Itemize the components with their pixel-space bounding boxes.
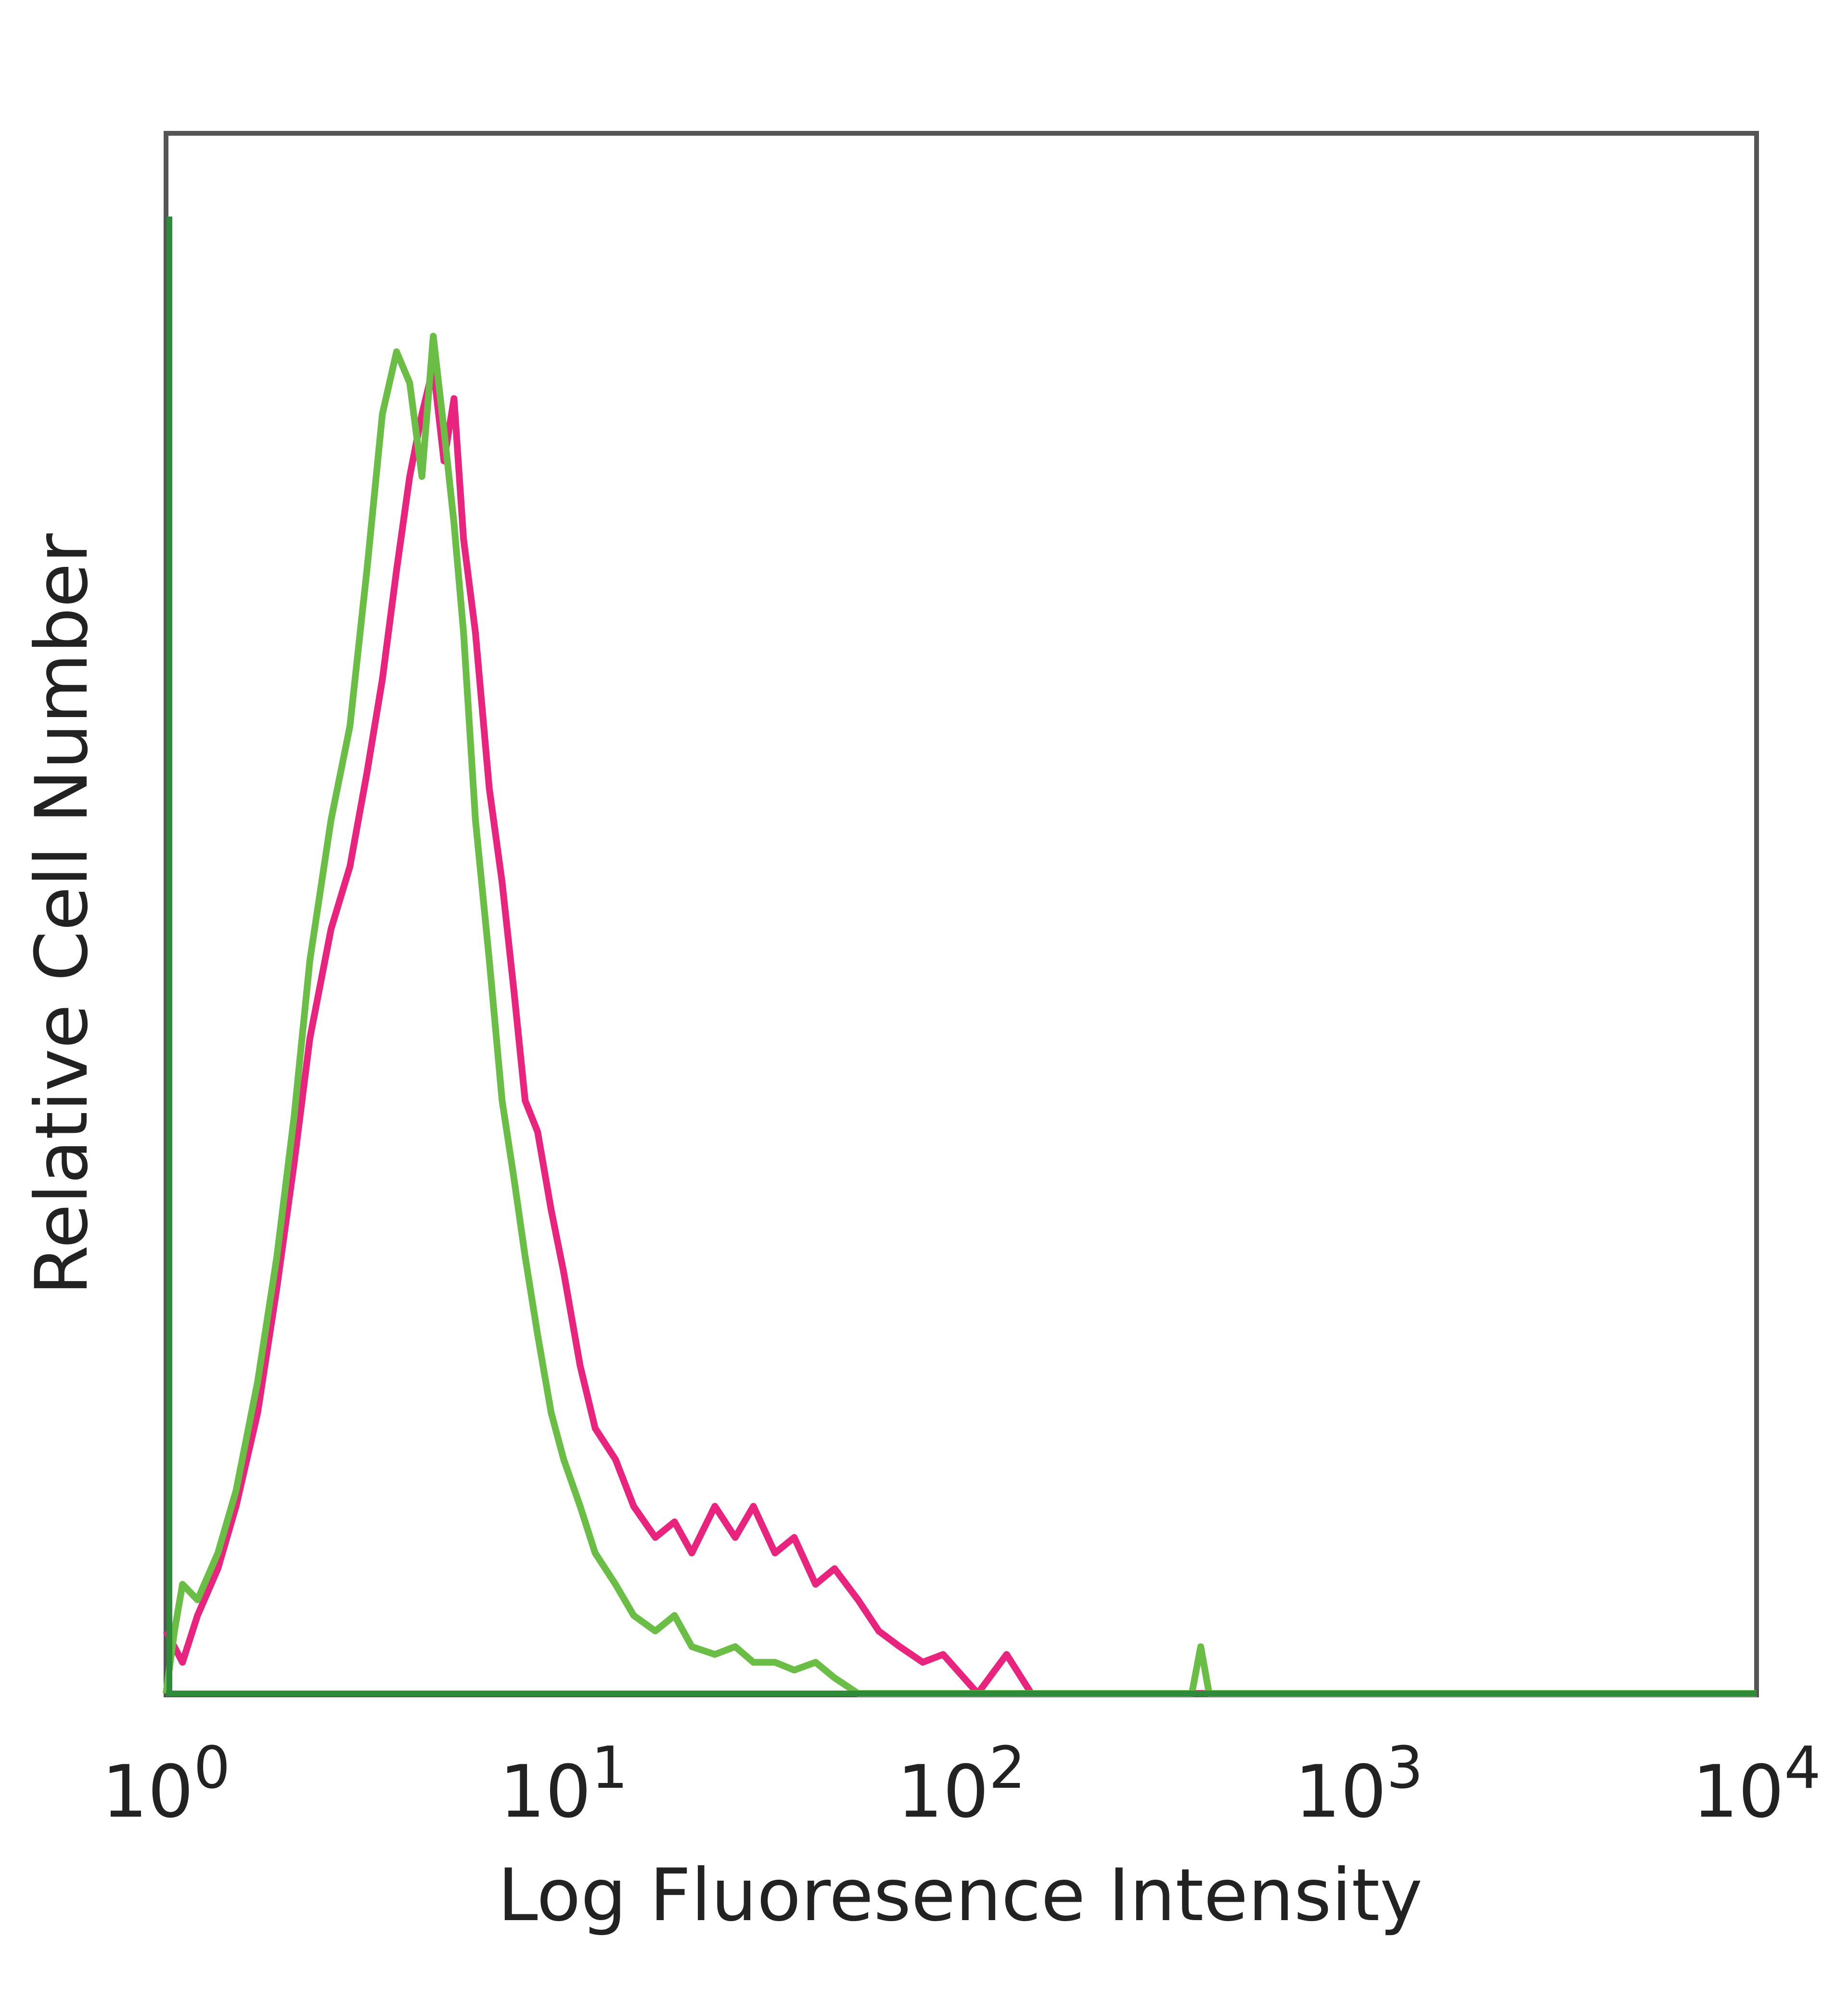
x-tick-label-2: 101 [500, 1735, 628, 1834]
x-tick-label-5: 104 [1692, 1735, 1821, 1834]
series-line-2 [163, 333, 1757, 1697]
series-layer [163, 333, 1757, 1697]
x-tick-label-3: 102 [897, 1735, 1026, 1834]
x-tick-label-4: 103 [1295, 1735, 1423, 1834]
x-tick-labels: 100 101 102 103 104 [102, 1735, 1821, 1834]
x-tick-label-1: 100 [102, 1735, 230, 1834]
x-axis-label: Log Fluoresence Intensity [498, 1854, 1423, 1937]
series-line-1 [163, 364, 1757, 1697]
y-axis-label: Relative Cell Number [20, 533, 104, 1295]
